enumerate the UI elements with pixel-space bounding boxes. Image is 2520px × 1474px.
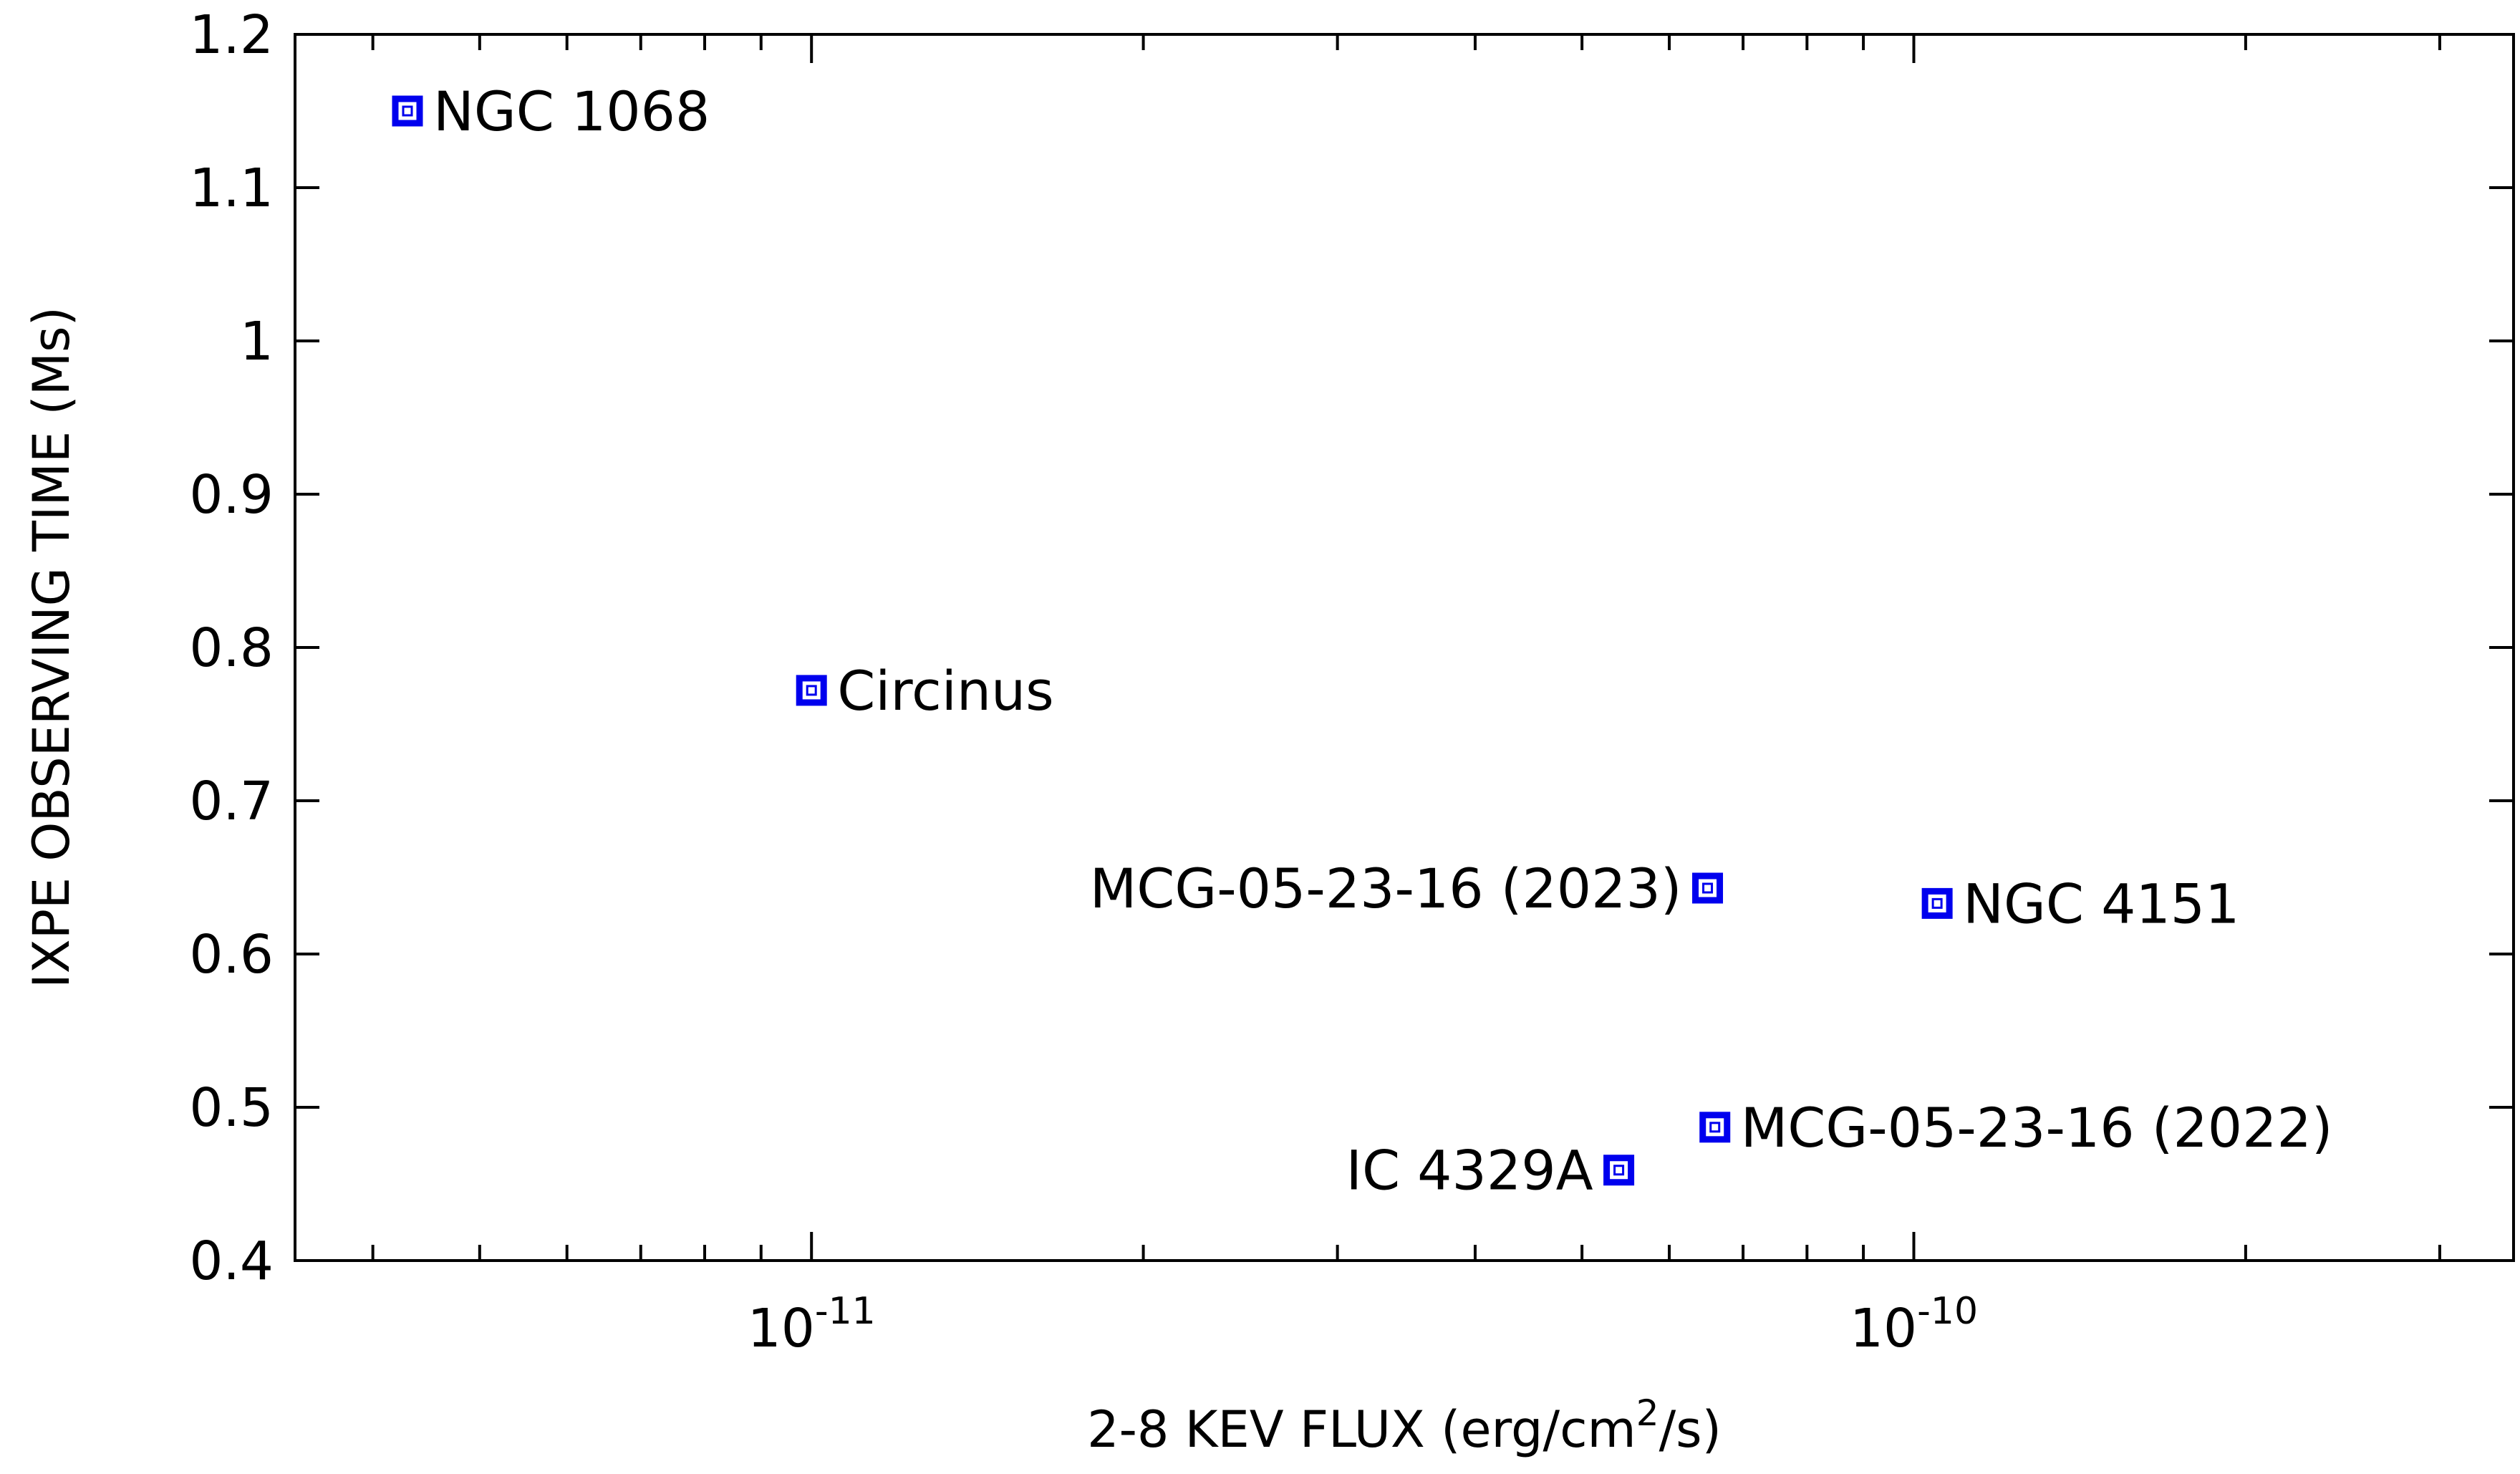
y-tick-label: 0.5 [189, 1077, 274, 1139]
data-points [392, 95, 1953, 1186]
point-labels: NGC 1068 Circinus MCG-05-23-16 (2023) NGC 4… [433, 80, 2333, 1203]
data-point [1921, 887, 1953, 919]
x-axis-title-suffix: /s) [1659, 1400, 1722, 1459]
y-tick-label: 0.8 [189, 617, 274, 679]
data-point [1692, 872, 1724, 904]
x-tick-label-exponent: -10 [1917, 1290, 1978, 1333]
y-tick-label: 1.2 [189, 4, 274, 66]
point-label: MCG-05-23-16 (2022) [1741, 1096, 2333, 1160]
y-tick-label: 1.1 [189, 158, 274, 219]
y-tick-label: 0.4 [189, 1230, 274, 1292]
point-label: MCG-05-23-16 (2023) [1090, 857, 1682, 920]
y-tick-label: 0.6 [189, 924, 274, 986]
x-tick-label: 10-10 [1850, 1290, 1978, 1359]
y-tick-label: 0.7 [189, 771, 274, 832]
y-axis-title: IXPE OBSERVING TIME (Ms) [22, 307, 81, 988]
y-tick-labels: 0.4 0.5 0.6 0.7 0.8 0.9 1 1.1 1.2 [189, 4, 274, 1292]
plot-frame [294, 33, 2515, 1262]
data-point [1699, 1112, 1731, 1143]
data-point-inner [806, 685, 817, 696]
point-label: NGC 4151 [1963, 872, 2239, 935]
data-point-inner [1709, 1122, 1721, 1133]
x-axis-title-text: 2-8 KEV FLUX (erg/cm [1087, 1400, 1636, 1459]
y-tick-label: 0.9 [189, 464, 274, 526]
x-tick-label-base: 10 [1850, 1298, 1917, 1359]
tick-marks [295, 33, 2514, 1262]
x-axis-title-superscript: 2 [1636, 1392, 1659, 1434]
data-point [796, 675, 827, 706]
x-tick-label: 10-11 [748, 1290, 876, 1359]
data-point [1603, 1155, 1635, 1186]
point-label: IC 4329A [1346, 1139, 1593, 1203]
y-tick-label: 1 [240, 311, 274, 372]
x-axis-title: 2-8 KEV FLUX (erg/cm2/s) [1087, 1392, 1722, 1459]
x-tick-label-exponent: -11 [815, 1290, 876, 1333]
point-label: NGC 1068 [433, 80, 710, 143]
data-point-inner [402, 105, 413, 117]
x-tick-labels: 10-11 10-10 [748, 1290, 1978, 1359]
data-point-inner [1702, 882, 1714, 894]
data-point [392, 95, 423, 127]
point-label: Circinus [837, 659, 1054, 723]
data-point-inner [1613, 1165, 1625, 1176]
x-tick-label-base: 10 [748, 1298, 815, 1359]
data-point-inner [1931, 897, 1943, 909]
